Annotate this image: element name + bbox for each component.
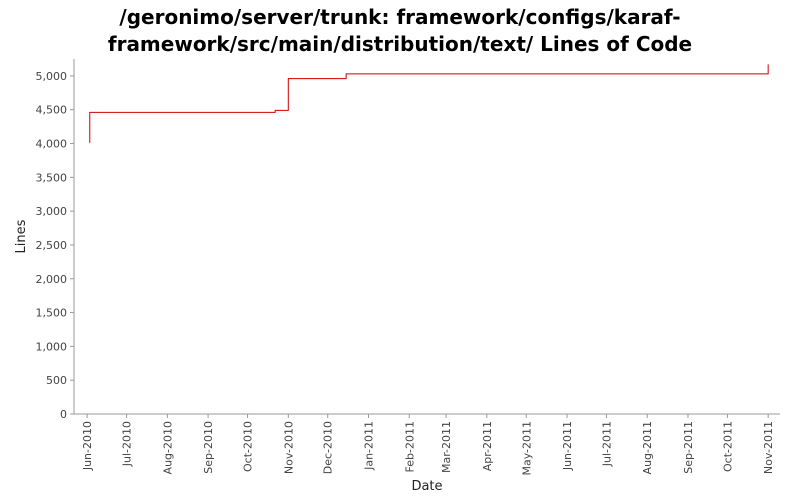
x-tick-label: Sep-2010 [202,421,215,474]
x-tick-label: Jun-2010 [81,421,94,471]
y-tick-label: 2,500 [36,239,68,252]
x-axis-ticks: Jun-2010 Jul-2010 Aug-2010 Sep-2010 Oct-2010… [81,414,775,476]
y-tick-label: 3,000 [36,205,68,218]
y-tick-label: 4,500 [36,104,68,117]
x-tick-label: Jan-2011 [362,421,375,471]
y-tick-label: 1,500 [36,307,68,320]
chart-title: /geronimo/server/trunk: framework/config… [0,4,800,58]
y-tick-label: 0 [60,408,67,421]
x-tick-label: Nov-2011 [762,421,775,474]
x-tick-label: Oct-2010 [242,421,255,472]
x-tick-label: Feb-2011 [403,421,416,472]
y-tick-label: 500 [46,374,67,387]
x-tick-label: Jul-2010 [121,421,134,467]
y-tick-label: 5,000 [36,70,68,83]
y-tick-label: 1,000 [36,340,68,353]
x-tick-label: Jun-2011 [561,421,574,471]
x-axis-label: Date [411,479,442,494]
x-tick-label: Apr-2011 [481,421,494,471]
chart-title-line-1: /geronimo/server/trunk: framework/config… [119,5,681,29]
x-tick-label: Dec-2010 [322,421,335,474]
y-axis-ticks: 0 500 1,000 1,500 2,000 2,500 3,000 3,500 4,000 4… [36,70,74,421]
y-tick-label: 4,000 [36,138,68,151]
series-line-lines-of-code [89,64,769,143]
x-tick-label: Aug-2011 [641,421,654,474]
x-tick-label: Sep-2011 [682,421,695,474]
y-tick-label: 2,000 [36,273,68,286]
x-tick-label: Nov-2010 [282,421,295,474]
chart-title-line-2: framework/src/main/distribution/text/ Li… [107,32,693,56]
y-axis-label: Lines [14,219,29,253]
y-tick-label: 3,500 [36,171,68,184]
x-tick-label: Oct-2011 [721,421,734,472]
x-tick-label: May-2011 [520,421,533,476]
x-tick-label: Jul-2011 [600,421,613,467]
x-tick-label: Aug-2010 [161,421,174,474]
x-tick-label: Mar-2011 [440,421,453,473]
